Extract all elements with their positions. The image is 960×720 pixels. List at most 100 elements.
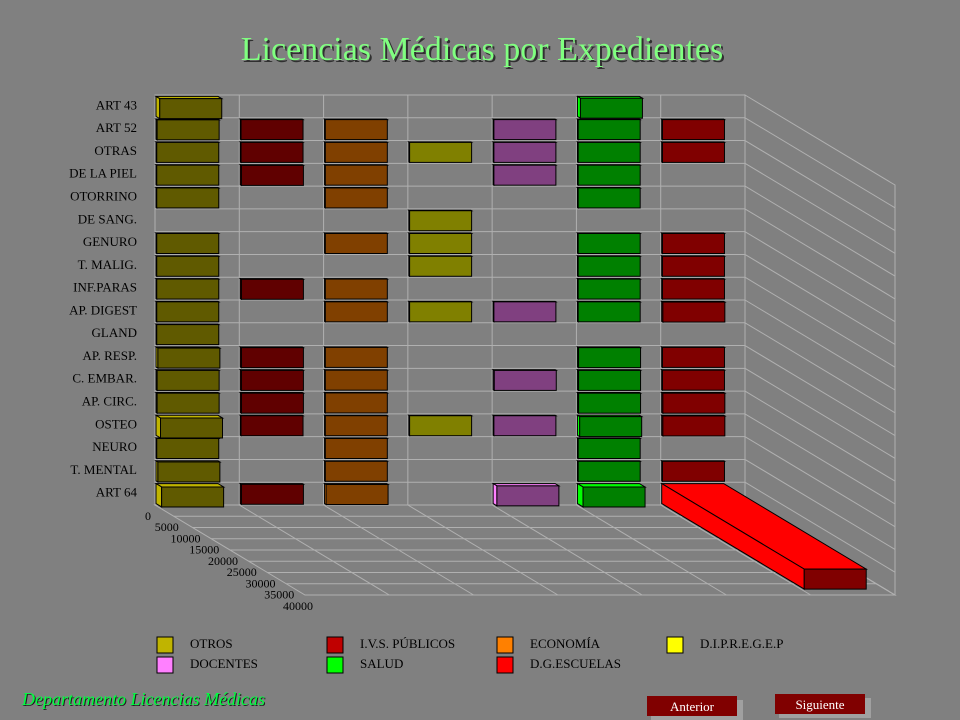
- bar-front: [240, 164, 304, 186]
- bar-front: [662, 301, 726, 323]
- bar-front: [577, 141, 641, 163]
- grid-line: [744, 276, 896, 368]
- legend-label: D.I.P.R.E.G.E.P: [700, 636, 783, 651]
- bar: [154, 459, 222, 483]
- grid-line: [744, 299, 896, 391]
- bar: [238, 277, 306, 301]
- bar-front: [409, 233, 473, 255]
- bar: [154, 186, 221, 209]
- button-label[interactable]: Anterior: [670, 699, 715, 714]
- bar: [491, 163, 558, 187]
- bar: [575, 300, 642, 323]
- bar: [659, 118, 727, 141]
- bar-front: [409, 141, 473, 163]
- bar: [575, 414, 644, 438]
- bar: [659, 300, 727, 323]
- grid-line: [744, 208, 896, 300]
- bar: [154, 163, 221, 187]
- y-tick-label: GENURO: [83, 234, 137, 249]
- bar-front: [160, 417, 223, 439]
- y-tick-label: C. EMBAR.: [72, 371, 137, 386]
- bar: [491, 368, 559, 392]
- z-tick-label: 25000: [227, 565, 257, 579]
- grid-line: [744, 185, 896, 277]
- z-tick-label: 15000: [189, 543, 219, 557]
- bar: [575, 118, 642, 141]
- grid-line: [744, 117, 896, 209]
- bar-side: [155, 414, 161, 439]
- bar-front: [324, 187, 388, 209]
- bar-front: [661, 278, 725, 300]
- bar-front: [161, 486, 225, 508]
- bar: [322, 300, 390, 323]
- bar: [154, 414, 225, 439]
- y-tick-label: AP. DIGEST: [69, 302, 137, 317]
- y-tick-label: OTORRINO: [70, 188, 137, 203]
- bar-front: [240, 347, 304, 369]
- bar: [575, 437, 642, 460]
- button-label[interactable]: Siguiente: [795, 697, 844, 712]
- bar: [238, 118, 305, 141]
- bar-front: [159, 98, 223, 120]
- bar-front: [156, 392, 220, 414]
- bar: [154, 391, 221, 415]
- bar-front: [661, 141, 725, 163]
- bar-front: [325, 484, 389, 506]
- bar: [154, 277, 221, 300]
- bar-front: [240, 415, 304, 437]
- bar-front: [579, 97, 643, 119]
- bar-front: [324, 392, 388, 414]
- bar: [575, 232, 642, 255]
- y-tick-label: GLAND: [92, 325, 138, 340]
- bar-front: [577, 233, 641, 255]
- z-tick-label: 0: [145, 509, 151, 523]
- bar: [407, 209, 474, 232]
- bar: [575, 95, 645, 120]
- bar-front: [661, 460, 725, 482]
- bar: [238, 414, 305, 437]
- bar-front: [577, 460, 641, 482]
- bar-front: [156, 141, 220, 163]
- bar: [407, 254, 474, 278]
- bar: [659, 254, 727, 278]
- legend-swatch: [666, 636, 684, 654]
- y-tick-label: ART 43: [96, 97, 137, 112]
- y-tick-label: NEURO: [92, 439, 137, 454]
- bar-top: [575, 483, 647, 488]
- button-siguiente[interactable]: [775, 694, 865, 714]
- bar-front: [156, 255, 220, 277]
- y-tick-label: OSTEO: [95, 416, 137, 431]
- grid-line: [744, 254, 896, 345]
- bar-front: [803, 568, 867, 590]
- bar: [575, 482, 647, 508]
- bar: [322, 482, 390, 506]
- bar: [154, 141, 221, 164]
- bar-front: [240, 483, 304, 505]
- bar-front: [240, 392, 304, 414]
- bar-front: [324, 233, 388, 255]
- button-anterior[interactable]: [647, 696, 737, 716]
- bar-front: [577, 255, 641, 277]
- bar: [575, 277, 642, 300]
- y-tick-label: ART 64: [96, 485, 138, 500]
- grid-line: [744, 413, 896, 505]
- legend-label: DOCENTES: [190, 656, 258, 671]
- bar: [575, 163, 642, 187]
- footer: Departamento Licencias Médicas: [21, 689, 265, 709]
- y-tick-label: AP. CIRC.: [82, 393, 137, 408]
- bar: [575, 459, 642, 483]
- bar: [154, 482, 226, 508]
- bar: [575, 254, 642, 278]
- bar: [659, 414, 727, 437]
- bar-front: [324, 346, 388, 368]
- bar-front: [577, 187, 641, 209]
- bar: [659, 368, 727, 392]
- bar-front: [577, 438, 641, 460]
- y-tick-label: AP. RESP.: [82, 348, 137, 363]
- y-tick-label: ART 52: [96, 120, 137, 135]
- legend-label: I.V.S. PÚBLICOS: [360, 636, 455, 651]
- bar: [659, 277, 727, 300]
- plot: 0 500010000150002000025000300003500040000…: [69, 95, 869, 613]
